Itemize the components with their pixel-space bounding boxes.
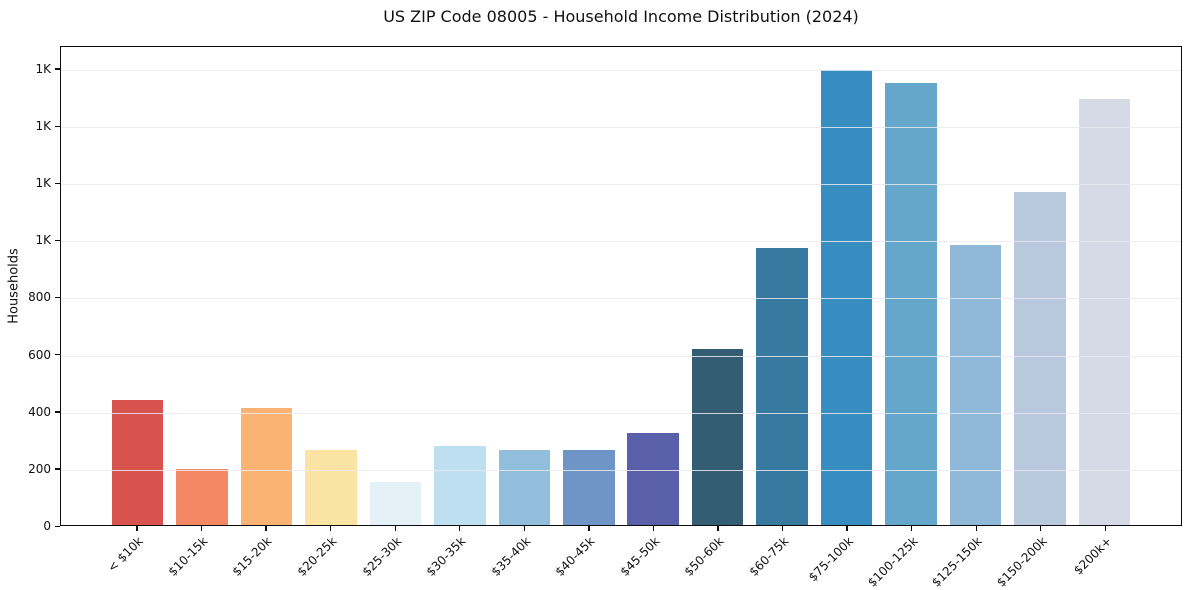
bar-25-30k [369, 481, 422, 525]
bar-125-150k [949, 244, 1002, 525]
bar-75-100k [820, 70, 873, 525]
x-tick-label: $20-25k [294, 534, 340, 579]
x-tick-label: $35-40k [488, 534, 534, 579]
bar-150-200k [1014, 191, 1066, 525]
y-tick-mark [55, 182, 60, 184]
x-tick-label: $40-45k [552, 534, 598, 579]
x-tick-mark [911, 526, 913, 531]
chart-title: US ZIP Code 08005 - Household Income Dis… [383, 7, 859, 26]
bar-20-25k [305, 449, 357, 525]
y-tick-label: 200 [28, 461, 51, 476]
x-tick-label: $150-200k [993, 534, 1050, 590]
bar-50-60k [691, 348, 744, 525]
x-tick-label: $60-75k [746, 534, 792, 579]
x-tick-label: $15-20k [229, 534, 275, 579]
x-tick-label: < $10k [104, 534, 146, 575]
x-tick-mark [975, 526, 977, 531]
x-tick-label: $125-150k [929, 534, 985, 590]
x-tick-mark [1104, 526, 1106, 531]
x-tick-mark [1040, 526, 1042, 531]
bar-100-125k [885, 83, 937, 525]
x-tick-mark [781, 526, 784, 531]
x-tick-mark [717, 526, 719, 531]
bars-layer [61, 47, 1181, 525]
bar-200k+ [1078, 99, 1131, 525]
x-tick-mark [136, 526, 138, 531]
y-tick-mark [55, 354, 60, 356]
y-tick-mark [55, 239, 60, 242]
y-tick-label: 0 [43, 519, 51, 533]
bar-15-20k [240, 407, 293, 525]
y-tick-label: 400 [28, 404, 51, 419]
y-tick-label: 1K [35, 176, 51, 191]
x-tick-label: $45-50k [617, 534, 663, 579]
x-tick-label: $75-100k [805, 534, 856, 585]
y-tick-mark [55, 125, 60, 127]
x-tick-mark [200, 526, 203, 531]
x-tick-mark [459, 526, 461, 531]
y-tick-mark [55, 296, 60, 299]
bar-45-50k [627, 432, 679, 525]
x-tick-mark [846, 526, 848, 531]
bar-10k [111, 399, 164, 525]
plot-area [60, 46, 1182, 526]
x-tick-mark [588, 526, 590, 531]
x-tick-label: $200k+ [1070, 534, 1115, 578]
y-tick-mark [55, 411, 60, 413]
y-tick-label: 600 [28, 347, 51, 362]
x-tick-mark [329, 526, 332, 531]
y-tick-mark [55, 468, 60, 470]
y-axis-label: Households [6, 248, 22, 324]
y-tick-mark [55, 525, 60, 527]
bar-35-40k [498, 449, 551, 525]
bar-30-35k [434, 446, 486, 525]
x-tick-label: $30-35k [423, 534, 469, 579]
x-tick-mark [394, 526, 396, 531]
bar-10-15k [176, 468, 228, 525]
y-tick-label: 1K [35, 61, 51, 76]
y-tick-mark [55, 68, 60, 70]
y-tick-label: 1K [35, 119, 51, 133]
bar-60-75k [756, 247, 808, 525]
x-tick-label: $50-60k [681, 534, 727, 579]
y-tick-label: 800 [28, 290, 51, 305]
x-tick-mark [652, 526, 655, 531]
y-tick-label: 1K [35, 233, 51, 248]
x-tick-mark [523, 526, 525, 531]
x-tick-mark [265, 526, 267, 531]
bar-40-45k [563, 450, 615, 525]
x-tick-label: $10-15k [165, 534, 211, 579]
x-tick-label: $25-30k [359, 534, 404, 579]
x-tick-label: $100-125k [864, 534, 921, 590]
